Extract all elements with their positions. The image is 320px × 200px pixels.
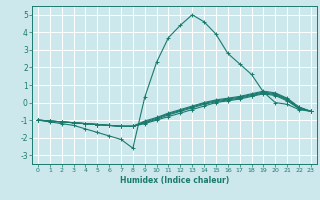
X-axis label: Humidex (Indice chaleur): Humidex (Indice chaleur): [120, 176, 229, 185]
